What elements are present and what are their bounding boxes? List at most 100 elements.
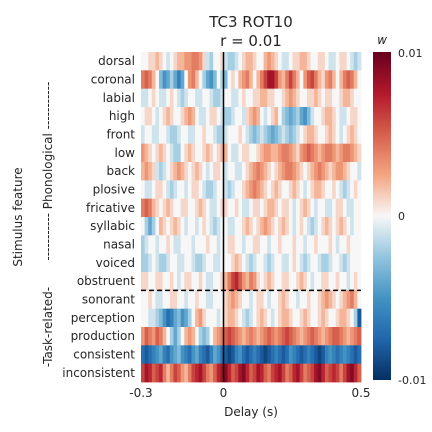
heatmap-cell <box>306 327 311 346</box>
heatmap-cell <box>288 345 293 365</box>
heatmap-cell <box>350 272 355 291</box>
heatmap-cell <box>270 217 275 236</box>
heatmap-cell <box>184 272 189 291</box>
heatmap-cell <box>324 143 329 163</box>
heatmap-cell <box>162 198 167 218</box>
heatmap-cell <box>310 88 315 108</box>
heatmap-cell <box>346 327 351 346</box>
heatmap-cell <box>339 70 344 90</box>
heatmap-cell <box>184 88 189 108</box>
heatmap-cell <box>335 180 340 200</box>
heatmap-cell <box>288 162 293 181</box>
heatmap-cell <box>234 308 239 328</box>
heatmap-cell <box>328 235 333 255</box>
heatmap-cell <box>310 143 315 163</box>
heatmap-cell <box>148 70 153 90</box>
heatmap-cell <box>303 327 308 346</box>
heatmap-cell <box>151 235 156 255</box>
heatmap-cell <box>299 107 304 126</box>
heatmap-cell <box>342 52 347 71</box>
heatmap-cell <box>306 272 311 291</box>
heatmap-cell <box>241 88 246 108</box>
heatmap-cell <box>227 88 232 108</box>
heatmap-cell <box>159 217 164 236</box>
heatmap-cell <box>198 290 203 310</box>
heatmap-cell <box>249 272 254 291</box>
heatmap-cell <box>350 162 355 181</box>
heatmap-cell <box>166 308 171 328</box>
heatmap-cell <box>195 107 200 126</box>
heatmap-cell <box>267 125 272 145</box>
heatmap-cell <box>324 363 329 383</box>
heatmap-cell <box>288 363 293 383</box>
heatmap-cell <box>191 143 196 163</box>
heatmap-cell <box>292 308 297 328</box>
heatmap-cell <box>260 125 265 145</box>
heatmap-cell <box>303 363 308 383</box>
heatmap-cell <box>263 290 268 310</box>
heatmap-cell <box>151 143 156 163</box>
heatmap-cell <box>263 253 268 273</box>
heatmap-cell <box>256 107 261 126</box>
heatmap-cell <box>245 198 250 218</box>
heatmap-cell <box>303 52 308 71</box>
colorbar-tick-min: -0.01 <box>398 374 426 387</box>
heatmap-cell <box>285 308 290 328</box>
heatmap-cell <box>274 125 279 145</box>
heatmap-cell <box>245 363 250 383</box>
heatmap-cell <box>148 217 153 236</box>
heatmap-cell <box>191 272 196 291</box>
heatmap-cell <box>303 162 308 181</box>
heatmap-cell <box>350 88 355 108</box>
heatmap-cell <box>245 143 250 163</box>
heatmap-cell <box>195 253 200 273</box>
heatmap-cell <box>191 125 196 145</box>
heatmap-cell <box>339 253 344 273</box>
heatmap-cell <box>162 107 167 126</box>
heatmap-cell <box>267 290 272 310</box>
heatmap-cell <box>245 217 250 236</box>
heatmap-cell <box>252 162 257 181</box>
heatmap-cell <box>270 52 275 71</box>
heatmap-cell <box>278 52 283 71</box>
heatmap-cell <box>191 327 196 346</box>
heatmap-cell <box>342 70 347 90</box>
heatmap-cell <box>332 88 337 108</box>
heatmap-cell <box>306 345 311 365</box>
heatmap-cell <box>180 217 185 236</box>
heatmap-cell <box>256 125 261 145</box>
heatmap-cell <box>187 162 192 181</box>
heatmap-cell <box>260 290 265 310</box>
heatmap-cell <box>314 198 319 218</box>
heatmap-cell <box>278 162 283 181</box>
group-label-task-related: -Task-related- <box>41 287 55 367</box>
heatmap-cell <box>256 308 261 328</box>
heatmap-cell <box>187 308 192 328</box>
heatmap-cell <box>241 52 246 71</box>
heatmap-cell <box>342 253 347 273</box>
heatmap-cell <box>151 52 156 71</box>
heatmap-cell <box>263 235 268 255</box>
heatmap-cell <box>187 272 192 291</box>
heatmap-cell <box>238 125 243 145</box>
heatmap-cell <box>238 198 243 218</box>
heatmap-cell <box>234 180 239 200</box>
heatmap-cell <box>234 88 239 108</box>
heatmap-cell <box>328 345 333 365</box>
heatmap-cell <box>357 143 362 163</box>
heatmap-cell <box>288 70 293 90</box>
heatmap-cell <box>324 88 329 108</box>
heatmap-cell <box>220 217 225 236</box>
heatmap-cell <box>245 52 250 71</box>
heatmap-cell <box>159 143 164 163</box>
heatmap-cell <box>335 290 340 310</box>
heatmap-cell <box>263 198 268 218</box>
heatmap-cell <box>317 363 322 383</box>
heatmap-cell <box>223 235 228 255</box>
heatmap-cell <box>288 235 293 255</box>
heatmap-cell <box>252 52 257 71</box>
heatmap-cell <box>241 125 246 145</box>
heatmap-cell <box>198 327 203 346</box>
heatmap-cell <box>169 198 174 218</box>
heatmap-cell <box>256 52 261 71</box>
